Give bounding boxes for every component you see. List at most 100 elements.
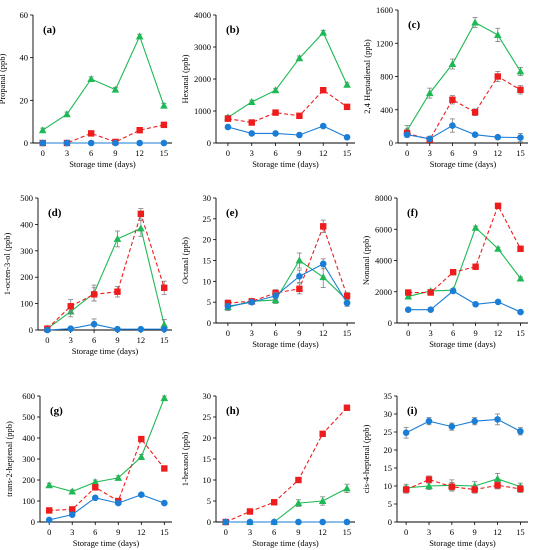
data-point (449, 269, 457, 276)
data-point (494, 202, 502, 210)
x-tick-label: 6 (93, 527, 97, 537)
data-point (137, 210, 145, 218)
series-green (404, 223, 525, 300)
data-point (137, 452, 146, 460)
data-point (494, 244, 502, 252)
panel-label: (c) (408, 19, 421, 31)
x-tick-label: 9 (297, 328, 301, 338)
series-line (406, 478, 521, 489)
data-point (67, 325, 75, 332)
series-line (227, 89, 348, 124)
x-axis-label: Storage time (days) (73, 538, 140, 548)
panel-label: (g) (50, 405, 63, 417)
x-tick-label: 15 (160, 527, 169, 537)
data-point (136, 127, 143, 134)
series-green (45, 394, 169, 495)
chart-panel-4: 0 100 200 300 400 500 0 3 6 9 12 15 Storage time (da… (2, 193, 172, 356)
data-point (272, 109, 279, 116)
data-point (516, 67, 525, 75)
y-tick-label: 0 (31, 517, 35, 527)
x-tick-label: 6 (450, 527, 454, 537)
data-point (494, 416, 501, 423)
data-point (63, 110, 71, 118)
y-tick-label: 5 (207, 297, 211, 307)
x-tick-label: 0 (47, 527, 51, 537)
y-tick-label: 400 (380, 105, 393, 115)
data-point (449, 287, 457, 295)
data-point (246, 518, 254, 526)
data-point (318, 497, 327, 504)
x-tick-label: 6 (450, 148, 454, 158)
series-red (405, 202, 524, 296)
y-tick-label: 10 (384, 481, 393, 491)
data-point (319, 260, 327, 268)
series-line (406, 21, 521, 131)
series-line (42, 124, 165, 144)
series-green (224, 28, 351, 121)
data-point (471, 417, 478, 425)
x-tick-label: 9 (115, 335, 119, 345)
x-tick-label: 9 (473, 328, 477, 338)
series-line (46, 211, 165, 330)
y-tick-label: 0 (207, 517, 211, 527)
series-line (408, 226, 521, 297)
data-point (493, 474, 502, 482)
x-tick-label: 15 (160, 335, 169, 345)
x-tick-label: 6 (92, 335, 96, 345)
series-red (224, 87, 351, 126)
data-point (471, 486, 478, 493)
data-point (92, 484, 99, 491)
data-point (224, 115, 232, 122)
y-tick-label: 200 (20, 272, 33, 282)
x-tick-label: 15 (160, 148, 169, 158)
data-point (296, 285, 303, 293)
data-point (45, 481, 54, 489)
y-tick-label: 20 (203, 433, 212, 443)
series-line (47, 227, 165, 330)
data-point (114, 288, 121, 295)
chart-panel-1: 0 20 40 60 0 3 6 9 12 15 Storage time (days) Propan… (0, 10, 172, 169)
data-point (343, 103, 351, 111)
data-point (402, 486, 410, 493)
y-tick-label: 40 (20, 53, 29, 63)
series-red (402, 475, 524, 494)
data-point (222, 518, 229, 526)
data-point (91, 494, 99, 502)
y-tick-label: 25 (203, 412, 212, 422)
data-point (136, 139, 143, 147)
data-point (135, 32, 144, 40)
y-tick-label: 8000 (375, 193, 392, 203)
y-tick-label: 20 (384, 445, 393, 455)
data-point (343, 299, 351, 307)
x-tick-label: 9 (297, 148, 301, 158)
chart-panel-6: 0 2000 4000 6000 8000 0 3 6 9 12 15 Storage time (d… (361, 193, 528, 349)
x-tick-label: 15 (516, 148, 525, 158)
data-point (425, 89, 434, 97)
y-tick-label: 15 (384, 463, 393, 473)
x-tick-label: 12 (494, 148, 503, 158)
data-point (87, 130, 95, 137)
series-green (221, 483, 351, 525)
series-line (227, 31, 348, 118)
data-point (343, 80, 351, 88)
y-tick-label: 1600 (376, 5, 393, 15)
data-point (114, 499, 122, 507)
series-line (227, 125, 348, 138)
data-point (494, 298, 502, 306)
x-tick-label: 0 (224, 527, 228, 537)
data-point (319, 518, 326, 526)
data-point (270, 518, 278, 526)
series-line (49, 494, 165, 521)
data-point (425, 476, 433, 483)
y-tick-label: 0 (207, 318, 211, 328)
y-tick-label: 600 (22, 391, 35, 401)
data-point (137, 224, 145, 232)
y-tick-label: 20 (20, 95, 29, 105)
y-axis-label: trans-2-heptenal (ppb) (4, 421, 14, 497)
series-line (225, 487, 348, 523)
data-point (248, 119, 255, 126)
y-tick-label: 15 (203, 454, 212, 464)
series-line (405, 478, 521, 491)
data-point (295, 54, 304, 62)
x-tick-label: 3 (69, 335, 73, 345)
